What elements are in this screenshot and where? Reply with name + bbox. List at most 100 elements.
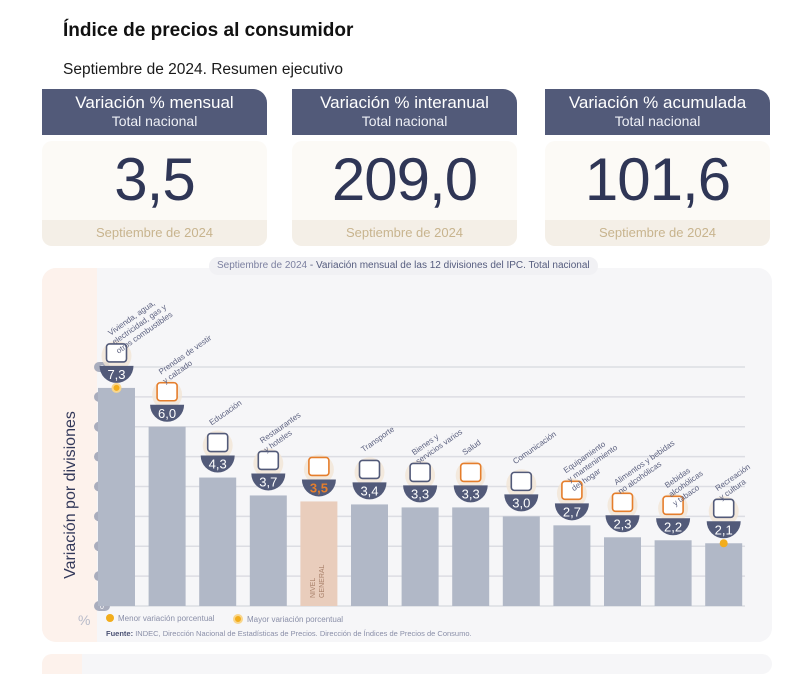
value-bubble: [706, 521, 741, 539]
value-label: 2,2: [664, 519, 682, 534]
value-bubble: [504, 494, 539, 512]
legend-max-label: Mayor variación porcentual: [247, 615, 344, 624]
category-label: Educación: [208, 398, 244, 427]
value-bubble: [200, 455, 235, 473]
car-icon: [358, 459, 381, 480]
value-label: 7,3: [107, 367, 125, 382]
food-icon: [611, 492, 634, 513]
bar: [604, 537, 641, 606]
source-label: Fuente:: [106, 629, 134, 638]
value-label: 3,3: [411, 486, 429, 501]
source-note: Fuente: INDEC, Dirección Nacional de Est…: [106, 629, 472, 638]
bar: [148, 426, 186, 606]
card-title: Variación % interanual: [320, 93, 489, 112]
category-label: GENERAL: [319, 564, 326, 598]
chart-title-period: Septiembre de 2024: [217, 260, 308, 271]
chart-title-text: - Variación mensual de las 12 divisiones…: [309, 260, 590, 271]
card-yearly: Variación % interanual Total nacional 20…: [292, 89, 517, 246]
bar: [300, 501, 338, 606]
bar: [553, 525, 591, 606]
page-title: Índice de precios al consumidor: [63, 20, 354, 41]
next-panel-side: [42, 654, 82, 674]
card-period: Septiembre de 2024: [292, 220, 517, 246]
card-subtitle: Total nacional: [361, 113, 448, 129]
bar: [98, 387, 135, 606]
value-label: 3,7: [259, 474, 277, 489]
card-subtitle: Total nacional: [614, 113, 701, 129]
bar: [654, 540, 692, 606]
bar: [249, 495, 287, 606]
card-accumulated: Variación % acumulada Total nacional 101…: [545, 89, 770, 246]
tshirt-icon: [156, 381, 178, 402]
category-label: Comunicación: [511, 430, 558, 466]
value-label: 4,3: [209, 457, 227, 472]
notebook-icon: [206, 432, 229, 453]
card-value: 3,5: [114, 146, 195, 213]
next-panel: [42, 654, 772, 674]
card-period: Septiembre de 2024: [545, 220, 770, 246]
chart-title: Septiembre de 2024 - Variación mensual d…: [209, 257, 598, 275]
card-body: 101,6 Septiembre de 2024: [545, 141, 770, 246]
card-header: Variación % mensual Total nacional: [42, 89, 267, 135]
max-marker: [113, 384, 120, 391]
card-value: 209,0: [331, 146, 478, 213]
value-label: 2,7: [563, 504, 581, 519]
max-marker-icon: [233, 614, 243, 624]
min-marker-icon: [106, 614, 114, 622]
shopping-basket-icon: [308, 456, 330, 477]
value-label: 3,4: [360, 483, 378, 498]
legend-min: Menor variación porcentual: [106, 614, 215, 623]
category-label: NIVEL: [310, 578, 317, 598]
card-header: Variación % interanual Total nacional: [292, 89, 517, 135]
first-aid-icon: [459, 462, 482, 483]
bar: [502, 516, 540, 606]
value-bubble: [301, 479, 336, 497]
value-bubble: [99, 365, 134, 383]
source-text: INDEC, Dirección Nacional de Estadística…: [135, 629, 472, 638]
value-label: 3,3: [462, 486, 480, 501]
value-bubble: [403, 485, 438, 503]
value-label: 2,3: [613, 516, 631, 531]
bar: [351, 504, 388, 606]
plate-cutlery-icon: [257, 450, 280, 471]
card-monthly: Variación % mensual Total nacional 3,5 S…: [42, 89, 267, 246]
card-value: 101,6: [584, 146, 731, 213]
chart-panel-side: [42, 268, 97, 642]
card-header: Variación % acumulada Total nacional: [545, 89, 770, 135]
min-marker: [719, 539, 728, 548]
tools-bulb-icon: [105, 343, 128, 363]
category-label: Salud: [461, 438, 483, 457]
card-title: Variación % mensual: [75, 93, 234, 112]
bottle-icon: [662, 495, 684, 516]
value-bubble: [656, 518, 691, 536]
value-bubble: [554, 503, 589, 521]
value-bubble: [453, 485, 488, 503]
umbrella-icon: [712, 498, 735, 519]
bar: [199, 477, 237, 606]
category-label: Transporte: [359, 424, 396, 454]
bar: [705, 543, 743, 606]
y-unit-label: %: [78, 612, 91, 628]
bar: [401, 507, 439, 606]
card-subtitle: Total nacional: [111, 113, 198, 129]
value-label: 6,0: [158, 406, 176, 421]
phone-icon: [510, 471, 533, 492]
bar: [452, 507, 490, 606]
card-body: 209,0 Septiembre de 2024: [292, 141, 517, 246]
card-body: 3,5 Septiembre de 2024: [42, 141, 267, 246]
card-period: Septiembre de 2024: [42, 220, 267, 246]
page-subtitle: Septiembre de 2024. Resumen ejecutivo: [63, 61, 344, 78]
value-label: 3,0: [512, 495, 530, 510]
value-label: 2,1: [715, 522, 733, 537]
y-tick-label: 0: [100, 604, 104, 611]
value-label: 3,5: [310, 480, 328, 495]
value-bubble: [150, 404, 185, 422]
legend-max: Mayor variación porcentual: [233, 614, 343, 624]
value-bubble: [605, 515, 640, 533]
legend-min-label: Menor variación porcentual: [118, 614, 215, 623]
card-title: Variación % acumulada: [568, 93, 747, 112]
washing-machine-icon: [561, 480, 583, 501]
value-bubble: [352, 482, 387, 500]
scissors-icon: [409, 462, 431, 483]
